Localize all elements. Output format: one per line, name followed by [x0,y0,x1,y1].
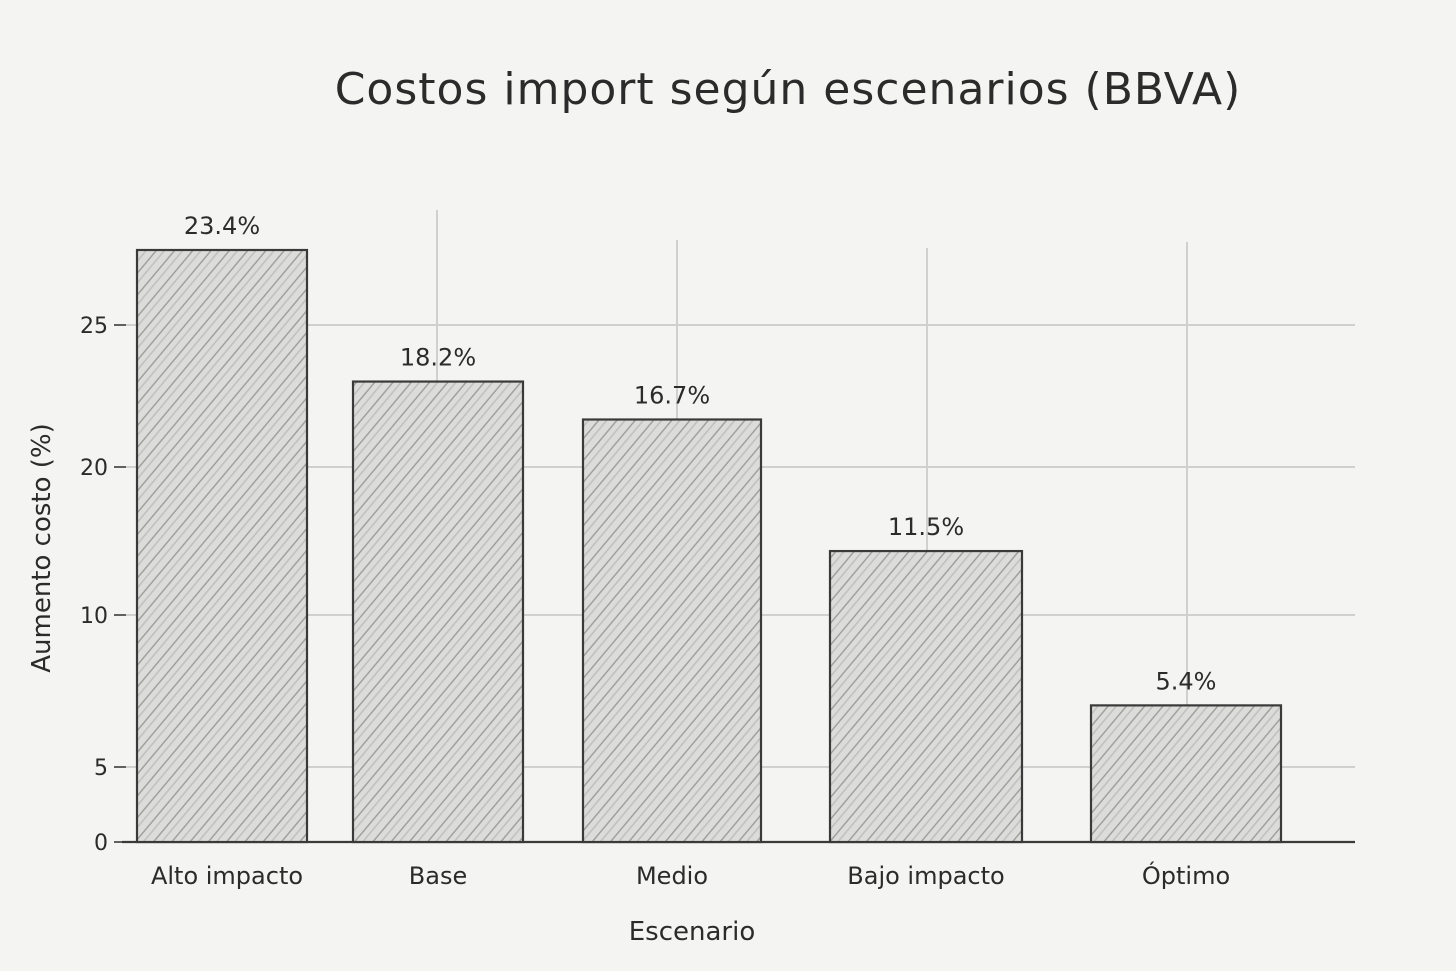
bar [135,248,309,844]
y-tick-label: 0 [94,831,108,856]
bar-value-label: 11.5% [888,513,964,541]
x-category-label: Alto impacto [151,862,303,890]
bar [581,418,763,844]
bars-layer [135,248,1283,844]
bar [828,549,1024,844]
chart-title: Costos import según escenarios (BBVA) [335,64,1242,115]
bar-value-label: 18.2% [400,344,476,372]
x-category-label: Óptimo [1142,860,1230,890]
bar-value-label: 23.4% [184,212,260,240]
x-category-label: Bajo impacto [847,862,1004,890]
y-tick-label: 5 [94,756,108,781]
y-tick-label: 25 [80,314,108,339]
x-axis-title: Escenario [629,917,756,947]
y-tick-label: 10 [80,604,108,629]
labels-layer: 23.4% Alto impacto 18.2% Base 16.7% Medio 11.5… [151,212,1230,890]
y-axis-title: Aumento costo (%) [27,423,57,673]
bar-value-label: 16.7% [634,382,710,410]
x-category-label: Medio [636,862,708,890]
bar [1089,704,1283,844]
y-tick-label: 20 [80,456,108,481]
x-category-label: Base [409,862,467,890]
bar [351,380,525,844]
bar-value-label: 5.4% [1156,667,1217,695]
